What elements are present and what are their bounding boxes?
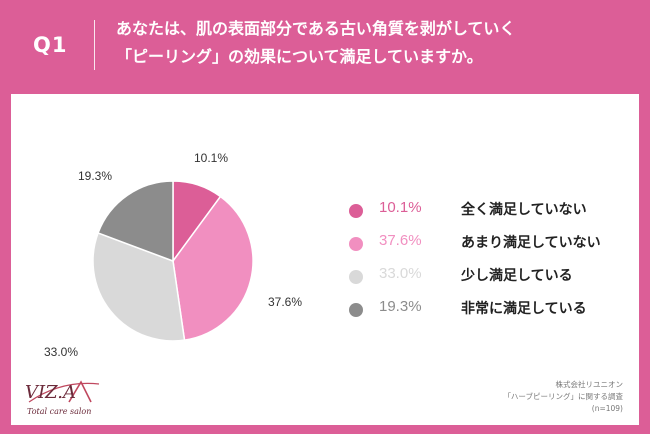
legend-label: 全く満足していない — [461, 202, 587, 218]
logo-tagline: Total care salon — [27, 407, 92, 416]
header: Q1 あなたは、肌の表面部分である古い角質を剥がしていく 「ピーリング」の効果に… — [0, 0, 650, 92]
legend-percent: 19.3% — [379, 298, 422, 315]
legend-label: あまり満足していない — [461, 235, 601, 251]
source-note: 株式会社リユニオン 「ハーブピーリング」に関する調査 (n=109) — [503, 379, 623, 415]
pie-data-label: 10.1% — [194, 151, 228, 165]
legend-swatch — [349, 270, 363, 284]
legend-swatch — [349, 237, 363, 251]
pie-data-label: 37.6% — [268, 295, 302, 309]
header-divider — [94, 20, 95, 70]
legend-percent: 10.1% — [379, 199, 422, 216]
pie-slice — [172, 195, 254, 342]
question-number: Q1 — [33, 33, 68, 57]
legend-percent: 33.0% — [379, 265, 422, 282]
legend-swatch — [349, 303, 363, 317]
question-line-1: あなたは、肌の表面部分である古い角質を剥がしていく — [116, 19, 516, 38]
brand-logo: VIZ.A Total care salon — [21, 380, 111, 422]
question-line-2: 「ピーリング」の効果について満足していますか。 — [116, 47, 483, 66]
source-sample-size: (n=109) — [591, 404, 623, 413]
pie-data-label: 19.3% — [78, 169, 112, 183]
logo-brand: VIZ.A — [25, 382, 77, 403]
pie-slice — [97, 180, 174, 263]
legend-label: 少し満足している — [461, 268, 573, 284]
pie-data-label: 33.0% — [44, 345, 78, 359]
logo-swoosh-icon — [28, 380, 100, 403]
legend-label: 非常に満足している — [461, 301, 587, 317]
legend-percent: 37.6% — [379, 232, 422, 249]
source-company: 株式会社リユニオン — [555, 380, 624, 389]
legend-swatch — [349, 204, 363, 218]
chart-card: 10.1% 37.6% 33.0% 19.3% 10.1% 全く満足していない 37.… — [11, 94, 639, 425]
pie-chart: 10.1% 37.6% 33.0% 19.3% — [44, 151, 302, 359]
source-survey: 「ハーブピーリング」に関する調査 — [503, 392, 623, 401]
question-text: あなたは、肌の表面部分である古い角質を剥がしていく 「ピーリング」の効果について… — [116, 15, 515, 71]
pie-slice — [92, 231, 186, 342]
